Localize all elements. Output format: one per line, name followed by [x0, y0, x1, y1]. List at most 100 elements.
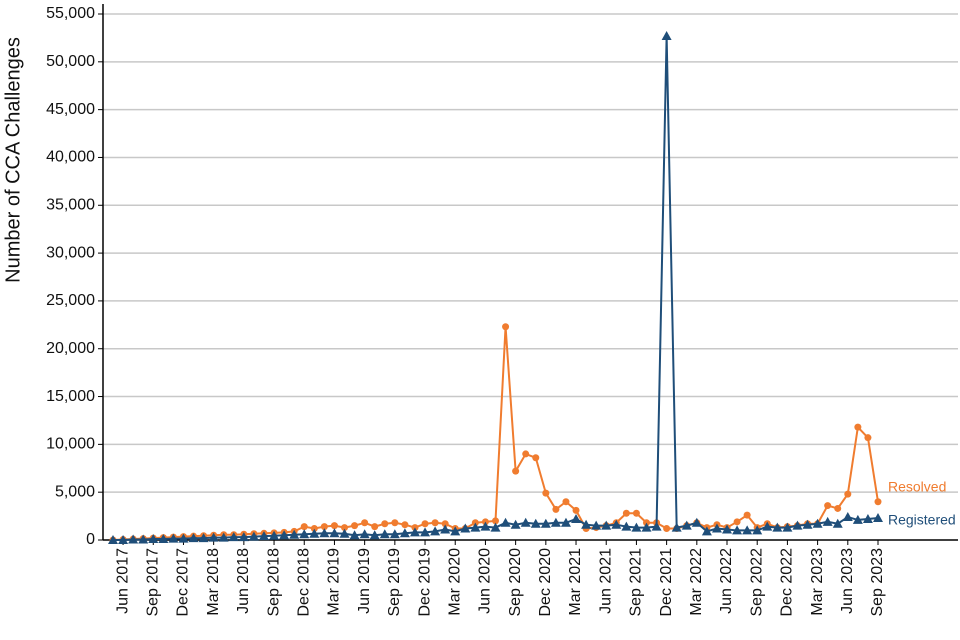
marker — [733, 518, 741, 526]
marker — [158, 534, 169, 544]
marker — [832, 518, 843, 528]
x-tick-label: Mar 2022 — [688, 548, 705, 616]
x-tick-label: Mar 2019 — [326, 548, 343, 616]
marker — [208, 532, 219, 542]
x-tick-label: Jun 2020 — [477, 548, 494, 614]
marker — [834, 504, 842, 512]
x-tick-label: Jun 2022 — [718, 548, 735, 614]
marker — [792, 520, 803, 530]
y-tick-label: 5,000 — [55, 483, 95, 500]
marker — [671, 522, 682, 532]
marker — [329, 528, 340, 538]
x-tick-label: Mar 2021 — [567, 548, 584, 616]
marker — [701, 526, 712, 536]
marker — [310, 525, 318, 533]
marker — [550, 517, 561, 527]
marker — [289, 529, 300, 539]
marker — [500, 517, 511, 527]
marker — [330, 522, 338, 530]
marker — [631, 522, 642, 532]
marker — [440, 524, 451, 534]
marker — [361, 519, 369, 527]
marker — [852, 514, 863, 524]
marker — [663, 525, 671, 533]
marker — [732, 525, 743, 535]
marker — [522, 450, 530, 458]
y-axis-label: Number of CCA Challenges — [2, 37, 24, 283]
x-tick-label: Sep 2022 — [748, 548, 765, 617]
marker — [512, 467, 520, 475]
marker — [591, 520, 602, 530]
marker — [822, 516, 833, 526]
marker — [148, 534, 159, 544]
y-tick-label: 55,000 — [46, 5, 95, 22]
series-label: Resolved — [888, 479, 946, 495]
marker — [562, 498, 570, 506]
x-tick-label: Dec 2019 — [416, 548, 433, 617]
series-line — [112, 326, 879, 541]
marker — [108, 535, 118, 544]
x-tick-label: Jun 2018 — [235, 548, 252, 614]
marker — [218, 532, 229, 542]
marker — [560, 517, 571, 527]
marker — [722, 524, 733, 534]
marker — [138, 534, 149, 544]
marker — [381, 520, 389, 528]
marker — [118, 535, 129, 544]
marker — [480, 521, 491, 531]
marker — [420, 527, 431, 537]
marker — [309, 528, 320, 538]
marker — [572, 506, 580, 514]
marker — [349, 530, 360, 540]
x-tick-label: Jun 2021 — [597, 548, 614, 614]
marker — [399, 528, 410, 538]
marker — [874, 498, 882, 506]
marker — [492, 517, 499, 525]
marker — [621, 521, 632, 531]
marker — [622, 509, 630, 517]
y-tick-label: 0 — [86, 531, 95, 548]
marker — [540, 518, 551, 528]
marker — [299, 529, 310, 539]
y-tick-label: 50,000 — [46, 53, 95, 70]
marker — [743, 511, 751, 519]
marker — [128, 534, 139, 544]
x-tick-label: Dec 2020 — [537, 548, 554, 617]
marker — [470, 522, 481, 532]
marker — [782, 522, 793, 532]
x-tick-label: Mar 2023 — [809, 548, 826, 616]
marker — [279, 530, 290, 540]
x-tick-label: Sep 2023 — [869, 548, 886, 617]
marker — [379, 529, 390, 539]
y-tick-label: 10,000 — [46, 436, 95, 453]
marker — [359, 529, 370, 539]
marker — [571, 513, 582, 523]
marker — [530, 518, 541, 528]
x-tick-label: Dec 2021 — [658, 548, 675, 617]
x-tick-label: Sep 2018 — [265, 548, 282, 617]
marker — [431, 519, 439, 527]
y-tick-label: 25,000 — [46, 292, 95, 309]
marker — [450, 526, 461, 536]
marker — [772, 522, 783, 532]
marker — [502, 323, 510, 331]
x-tick-label: Jun 2023 — [839, 548, 856, 614]
marker — [862, 513, 873, 523]
marker — [258, 531, 269, 541]
x-tick-label: Sep 2019 — [386, 548, 403, 617]
y-tick-label: 35,000 — [46, 196, 95, 213]
marker — [802, 519, 813, 529]
marker — [844, 490, 852, 498]
series-line — [113, 35, 879, 541]
marker — [188, 533, 199, 543]
marker — [371, 523, 379, 531]
marker — [421, 520, 429, 528]
marker — [178, 533, 189, 543]
marker — [300, 523, 308, 531]
marker — [248, 531, 259, 541]
marker — [460, 523, 471, 533]
y-tick-label: 40,000 — [46, 149, 95, 166]
marker — [369, 530, 380, 540]
marker — [824, 502, 832, 510]
marker — [430, 526, 441, 536]
